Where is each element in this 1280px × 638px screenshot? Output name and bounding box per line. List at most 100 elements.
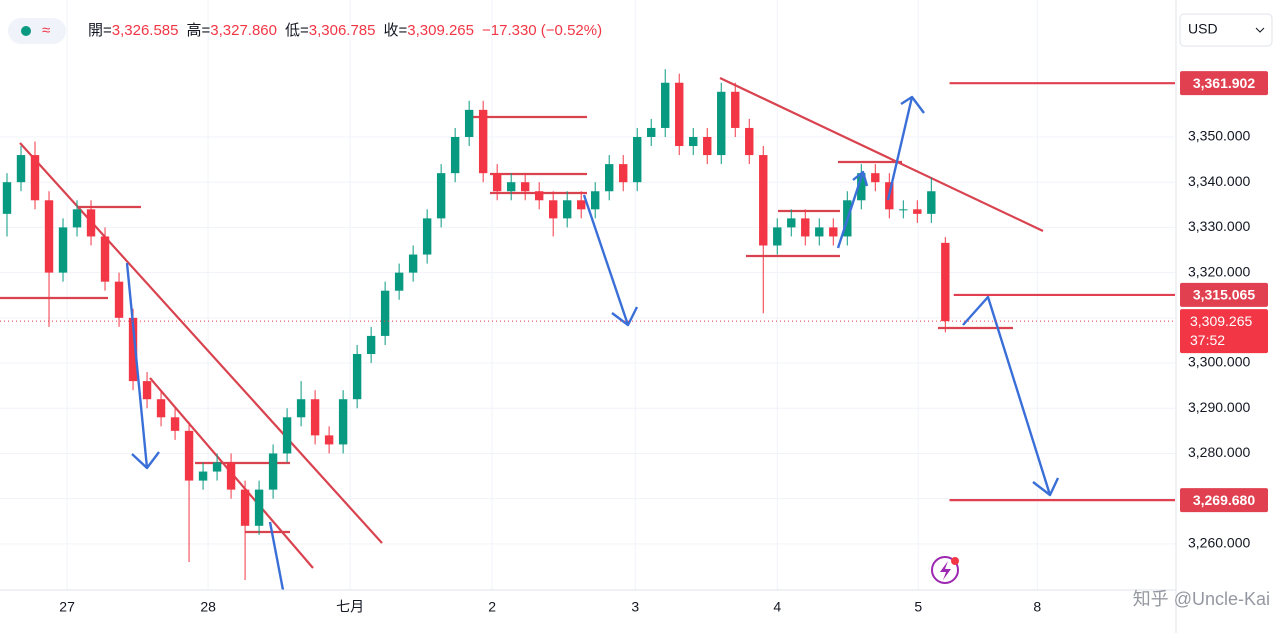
candle-body [16,155,26,183]
candle-body [520,182,530,192]
candle-body [142,381,152,400]
ohlc-value: 3,326.585 [112,22,179,39]
candle-body [703,136,712,156]
candle-body [506,182,516,192]
candle-body [801,218,810,237]
candle-body [338,399,348,445]
candle-body [366,335,376,354]
ohlc-label: 低= [285,22,309,39]
candle-body [296,399,306,418]
y-tick-label: 3,350.000 [1188,128,1250,144]
candle-body [212,462,222,472]
candle-body [675,82,684,147]
candle-body [170,417,180,431]
candle-body [310,399,320,436]
level-label: 3,269.680 [1193,492,1255,508]
candle-body [773,227,782,246]
candle-body [44,200,54,273]
x-tick-label: 3 [631,599,639,615]
x-tick-label: 8 [1033,599,1041,615]
candle-body [2,182,12,214]
level-box [1180,488,1268,513]
arrows [125,95,1060,591]
candle-body [58,227,68,273]
candle-body [226,462,236,490]
candle-body [787,218,796,228]
candle-body [100,236,110,282]
candle-body [871,173,880,183]
candle-body [282,417,292,454]
currency[interactable]: USD [1188,21,1218,37]
candle-body [394,272,404,291]
level-box [1180,71,1268,96]
watermark: 知乎 @Uncle-Kai [1133,589,1270,609]
candle-body [731,91,740,128]
candle-body [759,155,768,246]
candle-body [899,209,908,211]
candle-body [422,218,432,255]
ohlc-label: 高= [187,22,211,39]
candle-body [408,254,418,273]
x-tick-label: 5 [914,599,922,615]
icon: ≈ [42,22,50,39]
candle-body [464,109,474,137]
y-tick-label: 3,300.000 [1188,354,1250,370]
candle-body [72,209,82,228]
candle-body [857,173,866,201]
countdown: 37:52 [1190,332,1225,348]
y-tick-label: 3,320.000 [1188,263,1250,279]
candle-body [436,173,446,219]
y-tick-label: 3,260.000 [1188,535,1250,551]
ohlc-label: 開= [88,22,112,39]
ohlc-label: 收= [384,22,408,39]
candle-body [647,127,656,137]
candle-body [829,227,838,237]
drawings [0,77,1044,569]
ohlc-value: 3,309.265 [407,22,474,39]
candle-body [576,200,586,210]
last-price-label: 3,309.265 [1190,313,1252,329]
candle-body [324,435,334,445]
currency-select[interactable]: USD [1179,13,1273,47]
candle-body [815,227,824,237]
candle-body [268,453,278,490]
candle-body [562,200,572,219]
candle-body [633,136,642,183]
candle-body [941,242,950,322]
x-tick-label: 七月 [336,599,364,615]
x-tick-label: 28 [200,599,216,615]
candle-body [717,91,726,156]
candle-body [128,317,138,382]
x-tick-label: 4 [773,599,781,615]
candle-body [689,136,698,147]
candle-body [198,471,208,481]
y-tick-label: 3,340.000 [1188,173,1250,189]
x-tick-label: 2 [488,599,496,615]
last-price-box [1180,309,1268,354]
candle-body [380,290,390,336]
change: −17.330 (−0.52%) [482,22,602,39]
candle-body [114,281,124,318]
ohlc-value: 3,327.860 [210,22,277,39]
y-tick-label: 3,280.000 [1188,444,1250,460]
candle-body [913,209,922,214]
candle-body [86,209,96,237]
level-box [1180,282,1268,307]
candle-body [254,489,264,526]
candle-body [605,164,614,192]
flash-icon [931,556,959,584]
ohlc-value: 3,306.785 [309,22,376,39]
candle-body [156,399,166,418]
y-tick-label: 3,330.000 [1188,218,1250,234]
candle-body [548,200,558,219]
level-label: 3,361.902 [1193,75,1255,91]
candle-body [240,489,250,526]
candle-body [478,109,488,174]
level-label: 3,315.065 [1193,287,1255,303]
candle-body [591,191,600,210]
candle-body [619,164,628,183]
candle-body [534,191,544,201]
header: ≈ 開=3,326.585 高=3,327.860 低=3,306.785 收=3,3… [8,18,602,44]
ohlc-legend: 開=3,326.585 高=3,327.860 低=3,306.785 收=3,309… [88,22,602,39]
